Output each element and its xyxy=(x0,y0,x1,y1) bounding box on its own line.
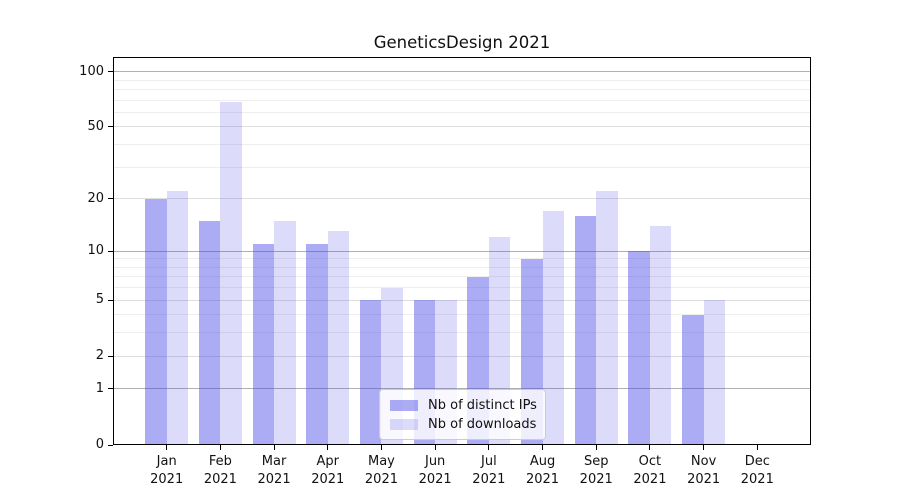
y-tick-label-20: 20 xyxy=(87,190,104,206)
bar-downloads-mar-2021 xyxy=(274,220,296,445)
gridline-2 xyxy=(113,355,811,357)
y-axis-tick-5 xyxy=(108,299,113,301)
minor-gridline-8 xyxy=(113,266,811,268)
x-axis-tick-jun-2021 xyxy=(434,445,436,450)
x-tick-label-sep-2021: Sep 2021 xyxy=(579,454,613,487)
minor-gridline-90 xyxy=(113,79,811,81)
minor-gridline-7 xyxy=(113,276,811,278)
x-axis-tick-nov-2021 xyxy=(703,445,705,450)
bar-downloads-oct-2021 xyxy=(649,225,672,445)
bar-downloads-nov-2021 xyxy=(703,300,726,445)
x-tick-label-may-2021: May 2021 xyxy=(364,454,398,487)
y-tick-label-50: 50 xyxy=(87,118,104,134)
bar-downloads-apr-2021 xyxy=(327,231,350,445)
x-axis-tick-sep-2021 xyxy=(595,445,597,450)
y-tick-label-0: 0 xyxy=(95,437,104,452)
y-tick-label-2: 2 xyxy=(95,348,104,364)
bar-distinct-ips-sep-2021 xyxy=(574,215,597,445)
minor-gridline-3 xyxy=(113,332,811,334)
bar-downloads-sep-2021 xyxy=(596,191,618,445)
legend-label-downloads: Nb of downloads xyxy=(428,416,537,432)
y-tick-label-100: 100 xyxy=(79,63,104,79)
y-axis-tick-50 xyxy=(108,126,113,128)
gridline-5 xyxy=(113,299,811,301)
bar-distinct-ips-feb-2021 xyxy=(198,220,221,445)
minor-gridline-40 xyxy=(113,144,811,146)
bar-downloads-aug-2021 xyxy=(542,211,565,445)
bar-distinct-ips-apr-2021 xyxy=(306,243,328,445)
y-tick-label-1: 1 xyxy=(95,380,104,396)
legend-swatch-distinct-ips xyxy=(390,399,418,411)
x-axis-tick-oct-2021 xyxy=(649,445,651,450)
minor-gridline-9 xyxy=(113,258,811,260)
x-tick-label-aug-2021: Aug 2021 xyxy=(525,454,560,487)
x-axis-tick-mar-2021 xyxy=(273,445,275,450)
x-axis-tick-dec-2021 xyxy=(756,445,758,450)
x-axis-tick-jan-2021 xyxy=(166,445,168,450)
y-axis-tick-10 xyxy=(108,250,113,252)
minor-gridline-6 xyxy=(113,287,811,289)
gridline-100 xyxy=(113,71,811,73)
gridline-20 xyxy=(113,198,811,200)
minor-gridline-80 xyxy=(113,88,811,90)
x-axis-tick-may-2021 xyxy=(380,445,382,450)
x-tick-label-nov-2021: Nov 2021 xyxy=(687,454,721,487)
chart-title: GeneticsDesign 2021 xyxy=(373,33,551,52)
x-axis-tick-aug-2021 xyxy=(542,445,544,450)
legend-swatch-downloads xyxy=(390,418,418,430)
minor-gridline-60 xyxy=(113,111,811,113)
bar-downloads-jan-2021 xyxy=(166,191,189,445)
y-tick-label-10: 10 xyxy=(87,243,104,258)
bar-downloads-feb-2021 xyxy=(220,102,242,445)
minor-gridline-70 xyxy=(113,99,811,101)
x-axis-tick-feb-2021 xyxy=(219,445,221,450)
x-tick-label-jan-2021: Jan 2021 xyxy=(150,454,184,487)
x-tick-label-feb-2021: Feb 2021 xyxy=(203,454,237,487)
y-axis-tick-1 xyxy=(108,388,113,390)
legend-label-distinct-ips: Nb of distinct IPs xyxy=(428,397,537,413)
gridline-10 xyxy=(113,250,811,252)
x-tick-label-apr-2021: Apr 2021 xyxy=(311,454,345,487)
x-axis-tick-apr-2021 xyxy=(327,445,329,450)
x-tick-label-jun-2021: Jun 2021 xyxy=(418,454,452,487)
y-axis-tick-20 xyxy=(108,198,113,200)
legend: Nb of distinct IPs Nb of downloads xyxy=(379,389,546,440)
x-axis-tick-jul-2021 xyxy=(488,445,490,450)
gridline-50 xyxy=(113,126,811,128)
x-tick-label-oct-2021: Oct 2021 xyxy=(633,454,667,487)
x-tick-label-jul-2021: Jul 2021 xyxy=(472,454,506,487)
y-tick-label-5: 5 xyxy=(95,292,104,308)
legend-item-downloads: Nb of downloads xyxy=(390,416,537,432)
x-tick-label-dec-2021: Dec 2021 xyxy=(740,454,774,487)
bar-distinct-ips-may-2021 xyxy=(359,300,382,445)
minor-gridline-4 xyxy=(113,314,811,316)
bar-distinct-ips-jan-2021 xyxy=(145,198,167,445)
gridline-1 xyxy=(113,388,811,390)
minor-gridline-30 xyxy=(113,166,811,168)
bar-distinct-ips-oct-2021 xyxy=(628,251,650,445)
legend-item-distinct-ips: Nb of distinct IPs xyxy=(390,397,537,413)
y-axis-tick-0 xyxy=(108,444,113,446)
y-axis-tick-2 xyxy=(108,355,113,357)
x-tick-label-mar-2021: Mar 2021 xyxy=(257,454,291,487)
y-axis-tick-100 xyxy=(108,71,113,73)
plot-border xyxy=(113,57,811,445)
bar-distinct-ips-mar-2021 xyxy=(252,243,275,445)
bar-distinct-ips-nov-2021 xyxy=(682,314,704,445)
